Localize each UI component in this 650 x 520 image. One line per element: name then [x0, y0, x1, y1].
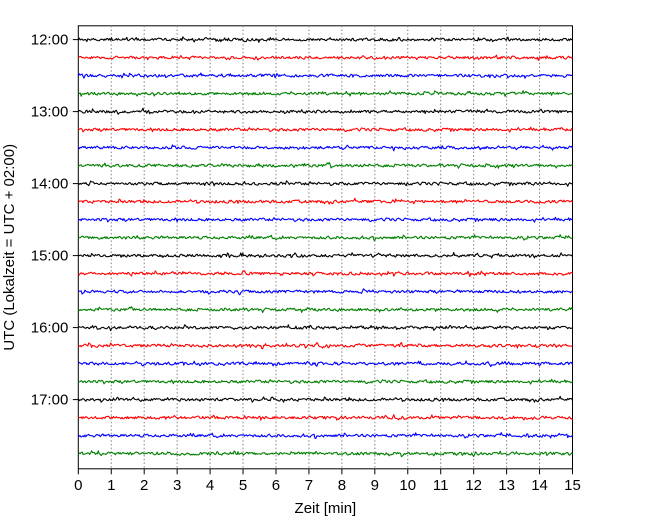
svg-text:10: 10 — [399, 477, 416, 494]
svg-text:11: 11 — [433, 477, 449, 494]
svg-text:6: 6 — [272, 477, 280, 494]
svg-text:Zeit [min]: Zeit [min] — [295, 500, 357, 517]
svg-text:13: 13 — [498, 477, 515, 494]
svg-text:15:00: 15:00 — [31, 248, 69, 265]
svg-text:14:00: 14:00 — [31, 176, 69, 193]
svg-text:UTC (Lokalzeit = UTC + 02:00): UTC (Lokalzeit = UTC + 02:00) — [1, 144, 18, 351]
svg-text:13:00: 13:00 — [31, 104, 69, 121]
svg-text:12: 12 — [465, 477, 482, 494]
svg-text:16:00: 16:00 — [31, 320, 69, 337]
svg-text:5: 5 — [239, 477, 247, 494]
svg-text:0: 0 — [74, 477, 82, 494]
svg-text:1: 1 — [107, 477, 115, 494]
svg-text:8: 8 — [338, 477, 346, 494]
svg-text:3: 3 — [173, 477, 181, 494]
svg-text:2: 2 — [140, 477, 148, 494]
svg-text:9: 9 — [371, 477, 379, 494]
svg-text:17:00: 17:00 — [31, 392, 69, 409]
svg-text:12:00: 12:00 — [31, 32, 69, 49]
svg-text:7: 7 — [305, 477, 313, 494]
svg-text:15: 15 — [564, 477, 581, 494]
svg-text:4: 4 — [206, 477, 214, 494]
svg-text:14: 14 — [531, 477, 548, 494]
